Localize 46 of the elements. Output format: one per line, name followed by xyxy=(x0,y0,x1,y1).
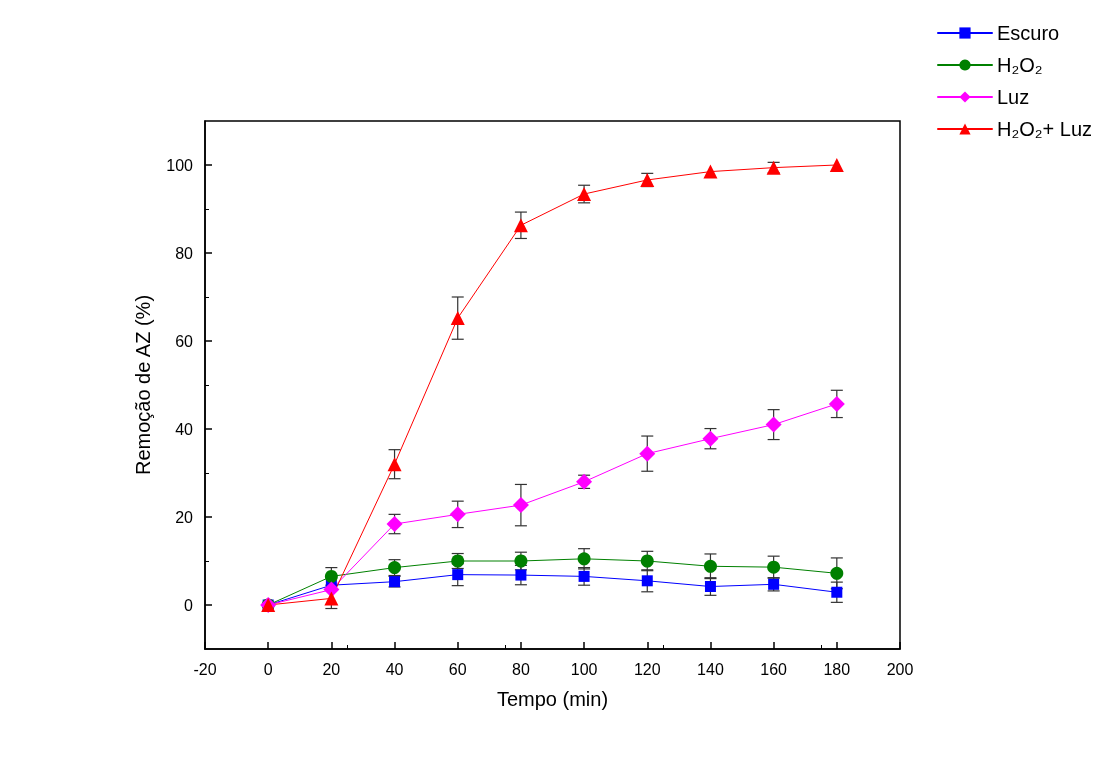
y-tick-label: 80 xyxy=(175,244,194,262)
point xyxy=(512,497,529,514)
point xyxy=(829,158,844,172)
point xyxy=(324,591,339,606)
legend-label: Luz xyxy=(996,86,1030,108)
x-tick-label: 40 xyxy=(385,660,404,678)
point xyxy=(830,566,844,580)
point xyxy=(387,457,402,472)
point xyxy=(452,569,464,581)
point xyxy=(640,554,654,568)
y-tick-label: 100 xyxy=(166,156,194,174)
x-tick-label: 80 xyxy=(512,660,530,678)
x-tick-label: 120 xyxy=(633,660,661,678)
point xyxy=(450,311,465,326)
point xyxy=(765,416,782,433)
point xyxy=(513,218,528,233)
point xyxy=(831,586,843,598)
x-axis-title: Tempo (min) xyxy=(496,688,609,710)
x-tick-label: 160 xyxy=(760,660,788,678)
x-tick-label: 140 xyxy=(697,660,724,678)
x-tick-label: 180 xyxy=(823,660,851,678)
y-tick-label: 20 xyxy=(175,508,194,526)
point xyxy=(703,164,718,179)
y-axis-title: Remoção de AZ (%) xyxy=(132,294,154,476)
point xyxy=(703,559,717,573)
x-tick-label: 200 xyxy=(886,660,914,678)
y-tick-label: 40 xyxy=(175,420,194,438)
x-tick-label: -20 xyxy=(193,660,217,678)
x-tick-label: 0 xyxy=(263,660,273,678)
point xyxy=(767,560,781,574)
x-tick-label: 20 xyxy=(322,660,341,678)
legend-label: H₂O₂ xyxy=(996,54,1043,76)
point xyxy=(577,552,591,566)
point xyxy=(639,445,656,462)
point xyxy=(828,395,845,412)
y-tick-label: 60 xyxy=(175,332,194,350)
y-tick-label: 0 xyxy=(184,596,194,614)
point xyxy=(515,569,527,581)
legend-label: H₂O₂+ Luz xyxy=(996,118,1093,140)
point xyxy=(578,570,590,582)
point xyxy=(449,506,466,523)
legend-label: Escuro xyxy=(996,22,1060,44)
point xyxy=(641,575,653,587)
point xyxy=(704,581,716,593)
x-tick-label: 60 xyxy=(448,660,467,678)
x-tick-label: 100 xyxy=(570,660,598,678)
